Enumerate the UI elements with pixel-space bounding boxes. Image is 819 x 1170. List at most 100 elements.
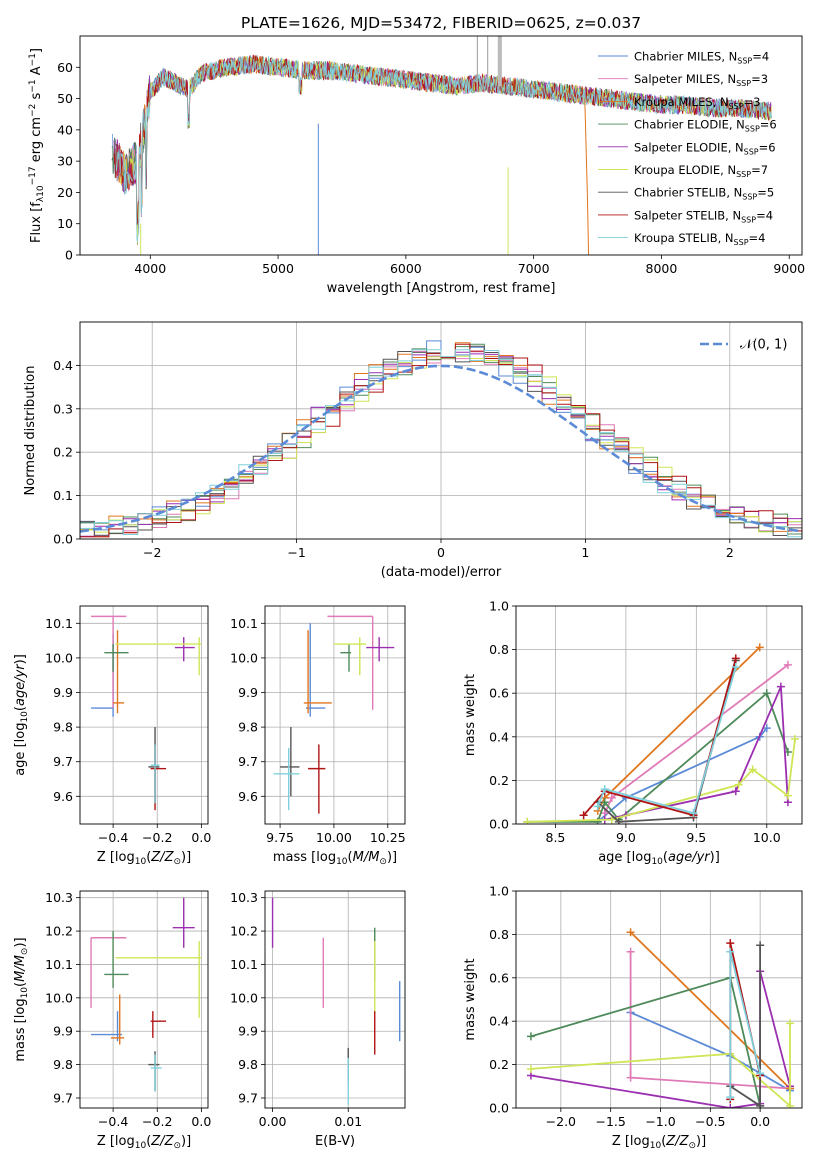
legend-label: Chabrier MILES, NSSP=4	[634, 50, 769, 66]
x-axis-label-part: ​)]	[710, 850, 720, 865]
weight_vs_age-plot-area	[523, 643, 799, 824]
y-tick-label: 10.0	[230, 650, 258, 665]
x-tick-label: 9.75	[266, 830, 294, 845]
x-axis-label-part: 10	[336, 857, 348, 867]
series-line	[629, 931, 791, 1090]
data-point-marker	[600, 798, 609, 807]
y-tick-label: 0.4	[489, 729, 509, 744]
x-tick-label: 7000	[518, 261, 550, 276]
legend-count: =3	[751, 72, 768, 86]
x-tick-label: −1.0	[645, 1114, 675, 1129]
y-axis-label-part: 10	[20, 987, 30, 999]
age_vs_mass-plot-area	[273, 615, 395, 814]
data-point-marker	[731, 654, 740, 663]
data-point-marker	[523, 817, 532, 824]
x-axis-label-part: 10	[651, 857, 663, 867]
point-chabrier-miles	[305, 623, 326, 717]
legend-subscript: SSP	[736, 79, 751, 88]
data-point-marker	[726, 1104, 735, 1108]
legend-subscript: SSP	[737, 57, 752, 66]
legend-name: Chabrier STELIB, N	[634, 186, 742, 200]
x-axis-label-part: )]	[181, 1134, 191, 1149]
x-axis-label-part: Z [log	[612, 1134, 650, 1149]
x-tick-label: −0.2	[142, 1114, 172, 1129]
y-tick-label: 20	[57, 185, 73, 200]
y-axis-label-part: −1	[28, 79, 38, 92]
weight_vs_Z-plot-area	[526, 928, 795, 1108]
x-axis-label: Z [log10(Z/Z⊙)]	[97, 850, 191, 867]
x-tick-label: 9000	[773, 261, 805, 276]
x-axis-label-part: ⊙	[173, 857, 181, 867]
y-tick-label: 0.4	[489, 1014, 509, 1029]
y-axis-label: mass [log10(M/M⊙)]	[13, 937, 30, 1061]
data-point-marker	[726, 939, 735, 948]
y-axis-label-part: (	[13, 706, 28, 711]
mass_vs_Z-axes	[80, 891, 208, 1108]
spectrum-frame	[79, 35, 803, 256]
x-axis-label-part: (	[661, 1134, 666, 1149]
data-point-marker	[790, 734, 799, 743]
y-tick-label: 0.4	[53, 358, 73, 373]
y-tick-label: 9.7	[53, 1090, 73, 1105]
y-tick-label: 10.0	[45, 990, 73, 1005]
x-axis-label-part: Z [log	[97, 1134, 135, 1149]
data-point-marker	[626, 947, 635, 956]
point-salpeter-miles	[90, 937, 127, 1008]
y-axis-label-part: ​)]	[13, 654, 28, 664]
y-axis-label-part: −1	[28, 53, 38, 66]
y-axis-label-part: age [log	[13, 723, 28, 776]
x-tick-label: 5000	[262, 261, 294, 276]
point-chabrier-elodie	[104, 644, 129, 672]
legend-count: =4	[756, 208, 773, 222]
x-tick-label: 8.5	[546, 830, 566, 845]
x-tick-label: −0.4	[98, 1114, 128, 1129]
y-tick-label: 10.1	[45, 957, 73, 972]
series-salpeter-miles	[600, 660, 792, 818]
legend-subscript: SSP	[729, 102, 744, 111]
x-tick-label: −1.5	[595, 1114, 625, 1129]
data-point-marker	[607, 815, 616, 824]
x-axis-label-part: (	[348, 850, 353, 865]
series-line	[527, 691, 789, 823]
y-axis-label-part: M/M	[13, 955, 28, 982]
y-tick-label: 10.0	[230, 990, 258, 1005]
data-point-marker	[731, 663, 740, 672]
data-point-marker	[734, 780, 743, 789]
mass_vs_Z-frame	[79, 890, 209, 1109]
y-tick-label: 0.0	[53, 532, 73, 547]
legend-name: Salpeter STELIB, N	[634, 208, 741, 222]
age_vs_Z-plot-area	[91, 615, 202, 811]
x-axis-label-part: Z/Z	[150, 1134, 174, 1149]
legend-count: =5	[757, 186, 774, 200]
y-axis-label: Normed distribution	[23, 366, 38, 496]
y-tick-label: 0.6	[489, 970, 509, 985]
y-tick-label: 0.6	[489, 686, 509, 701]
data-point-marker	[614, 817, 623, 824]
age_vs_mass-axes	[265, 606, 405, 824]
point-kroupa-miles	[113, 630, 125, 714]
data-point-marker	[600, 785, 609, 794]
y-tick-label: 10.2	[230, 924, 258, 939]
data-point-marker	[762, 689, 771, 698]
y-tick-label: 60	[57, 60, 73, 75]
data-point-marker	[786, 1019, 795, 1028]
x-axis-label-part: (	[663, 850, 668, 865]
x-axis-label-part: age/yr	[668, 850, 711, 865]
y-tick-label: 9.6	[238, 789, 258, 804]
y-tick-label: 9.9	[53, 685, 73, 700]
y-axis-label: mass weight	[463, 674, 478, 756]
figure-title: PLATE=1626, MJD=53472, FIBERID=0625, z=0…	[241, 14, 641, 32]
legend-label: Chabrier STELIB, NSSP=5	[634, 186, 774, 202]
x-axis-label: wavelength [Angstrom, rest frame]	[327, 281, 556, 296]
x-axis-label: Z [log10(Z/Z⊙)]	[97, 1134, 191, 1151]
spectrum-cutoff	[584, 98, 590, 255]
legend-label: Salpeter ELODIE, NSSP=6	[634, 140, 776, 156]
data-point-marker	[726, 947, 735, 956]
y-tick-label: 1.0	[489, 599, 509, 614]
point-kroupa-stelib	[273, 747, 300, 811]
legend-subscript: SSP	[741, 215, 756, 224]
x-axis-label-part: (	[146, 850, 151, 865]
y-axis-label-part: −17	[28, 166, 38, 185]
legend-name: Salpeter ELODIE, N	[634, 140, 744, 154]
